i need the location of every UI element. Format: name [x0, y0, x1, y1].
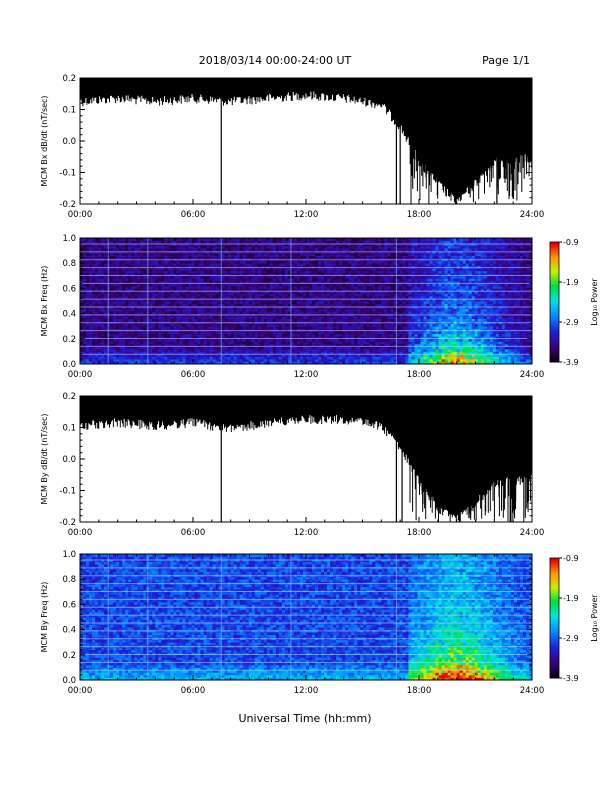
- colorbar-tick-label: -1.9: [563, 278, 579, 287]
- x-tick-label: 18:00: [407, 370, 432, 380]
- plot-area: [80, 238, 532, 364]
- colorbar-tick-label: -1.9: [563, 594, 579, 603]
- y-tick-label: -0.1: [59, 487, 76, 497]
- y-tick-label: 0.2: [62, 651, 76, 661]
- series-line: [80, 396, 532, 522]
- y-tick-label: 0.8: [62, 259, 76, 269]
- y-tick-label: 0.0: [62, 137, 76, 147]
- colorbar-tick-label: -0.9: [563, 238, 579, 247]
- y-tick-label: 0.1: [62, 424, 76, 434]
- y-tick-label: 0.0: [62, 455, 76, 465]
- y-tick-label: 0.4: [62, 626, 76, 636]
- y-tick-label: 1.0: [62, 234, 76, 244]
- x-tick-label: 24:00: [520, 210, 545, 220]
- x-tick-label: 12:00: [294, 686, 319, 696]
- colorbar: -0.9 -1.9 -2.9 -3.9 Log₁₀ Power: [549, 238, 599, 367]
- chart-title: 2018/03/14 00:00-24:00 UT: [199, 54, 352, 67]
- colorbar-tick-label: -2.9: [563, 318, 579, 327]
- x-tick-label: 24:00: [520, 370, 545, 380]
- colorbar-tick-label: -0.9: [563, 554, 579, 563]
- colorbar: -0.9 -1.9 -2.9 -3.9 Log₁₀ Power: [549, 554, 599, 683]
- panels: 00:00 06:00 12:00 18:00 24:00 -0.2 -0.1 0.0 0.1 0…: [40, 74, 599, 696]
- y-axis-label: MCM By Freq (Hz): [40, 582, 49, 653]
- y-tick-label: 0.4: [62, 310, 76, 320]
- y-tick-label: 1.0: [62, 550, 76, 560]
- x-axis-title: Universal Time (hh:mm): [239, 712, 372, 725]
- y-axis-label: MCM By dB/dt (nT/sec): [40, 413, 49, 504]
- y-tick-label: 0.2: [62, 392, 76, 402]
- x-tick-label: 06:00: [181, 210, 206, 220]
- y-tick-label: 0.2: [62, 335, 76, 345]
- x-tick-label: 06:00: [181, 370, 206, 380]
- panel-2: 00:00 06:00 12:00 18:00 24:00 0.0 0.2 0.4 0.6 0.8…: [40, 234, 599, 380]
- x-tick-label: 18:00: [407, 686, 432, 696]
- x-tick-label: 00:00: [68, 210, 93, 220]
- x-tick-label: 24:00: [520, 528, 545, 538]
- plot-area: [80, 396, 532, 522]
- y-tick-label: 0.0: [62, 360, 76, 370]
- plot-area: [80, 78, 532, 204]
- colorbar-label: Log₁₀ Power: [590, 594, 599, 642]
- colorbar-tick-label: -3.9: [563, 674, 579, 683]
- x-tick-label: 18:00: [407, 528, 432, 538]
- y-tick-label: 0.8: [62, 575, 76, 585]
- y-tick-label: 0.6: [62, 600, 76, 610]
- y-tick-label: -0.1: [59, 169, 76, 179]
- x-tick-label: 00:00: [68, 370, 93, 380]
- panel-1: 00:00 06:00 12:00 18:00 24:00 -0.2 -0.1 0.0 0.1 0…: [40, 74, 544, 220]
- x-tick-label: 12:00: [294, 528, 319, 538]
- x-tick-label: 00:00: [68, 528, 93, 538]
- y-axis-label: MCM Bx dB/dt (nT/sec): [40, 95, 49, 186]
- y-tick-label: 0.1: [62, 106, 76, 116]
- y-tick-label: 0.2: [62, 74, 76, 84]
- x-tick-label: 24:00: [520, 686, 545, 696]
- x-tick-label: 00:00: [68, 686, 93, 696]
- y-tick-label: 0.6: [62, 284, 76, 294]
- page-number: Page 1/1: [482, 54, 530, 67]
- y-tick-label: -0.2: [59, 200, 76, 210]
- x-tick-label: 06:00: [181, 528, 206, 538]
- panel-4: 00:00 06:00 12:00 18:00 24:00 0.0 0.2 0.4 0.6 0.8…: [40, 550, 599, 696]
- panel-3: 00:00 06:00 12:00 18:00 24:00 -0.2 -0.1 0.0 0.1 0…: [40, 392, 544, 538]
- series-line: [80, 78, 532, 204]
- plot-area: [80, 554, 532, 680]
- x-tick-label: 12:00: [294, 370, 319, 380]
- y-tick-label: 0.0: [62, 676, 76, 686]
- colorbar-tick-label: -3.9: [563, 358, 579, 367]
- x-tick-label: 06:00: [181, 686, 206, 696]
- colorbar-label: Log₁₀ Power: [590, 278, 599, 326]
- y-axis-label: MCM Bx Freq (Hz): [40, 266, 49, 337]
- x-tick-label: 12:00: [294, 210, 319, 220]
- colorbar-tick-label: -2.9: [563, 634, 579, 643]
- x-tick-label: 18:00: [407, 210, 432, 220]
- y-tick-label: -0.2: [59, 518, 76, 528]
